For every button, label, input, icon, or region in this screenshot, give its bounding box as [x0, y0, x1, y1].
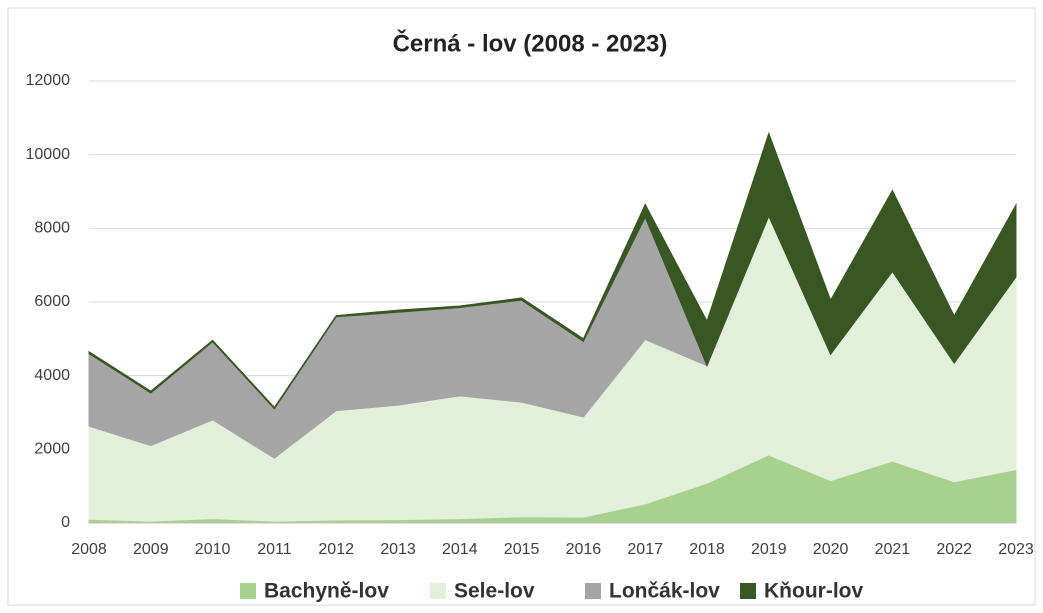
x-tick-label: 2017 — [627, 541, 663, 558]
x-tick-label: 2011 — [257, 541, 292, 558]
x-tick-label: 2020 — [813, 541, 849, 558]
area — [88, 131, 1017, 410]
x-tick-label: 2012 — [318, 541, 354, 558]
y-tick-label: 2000 — [34, 441, 70, 458]
y-tick-label: 8000 — [34, 220, 70, 237]
x-tick-label: 2014 — [442, 541, 478, 558]
legend-label: Kňour-lov — [764, 580, 863, 603]
legend-label: Sele-lov — [454, 580, 535, 603]
x-tick-label: 2013 — [380, 541, 416, 558]
y-tick-label: 12000 — [26, 72, 71, 89]
x-tick-label: 2015 — [504, 541, 540, 558]
y-tick-label: 0 — [61, 514, 70, 531]
legend-label: Bachyně-lov — [264, 580, 389, 603]
chart-title: Černá - lov (2008 - 2023) — [393, 29, 668, 57]
legend-swatch — [430, 583, 446, 599]
legend-swatch — [585, 583, 601, 599]
legend-label: Lončák-lov — [609, 580, 720, 603]
x-tick-label: 2016 — [566, 541, 602, 558]
x-tick-label: 2008 — [71, 541, 107, 558]
legend-swatch — [240, 583, 256, 599]
y-tick-label: 4000 — [34, 367, 70, 384]
y-tick-label: 10000 — [26, 146, 71, 163]
x-tick-label: 2010 — [195, 541, 231, 558]
x-tick-label: 2009 — [133, 541, 169, 558]
x-tick-label: 2022 — [936, 541, 972, 558]
y-tick-label: 6000 — [34, 293, 70, 310]
x-tick-label: 2021 — [875, 541, 911, 558]
x-tick-label: 2023 — [998, 541, 1034, 558]
x-tick-label: 2019 — [751, 541, 787, 558]
x-tick-label: 2018 — [689, 541, 725, 558]
legend-swatch — [740, 583, 756, 599]
